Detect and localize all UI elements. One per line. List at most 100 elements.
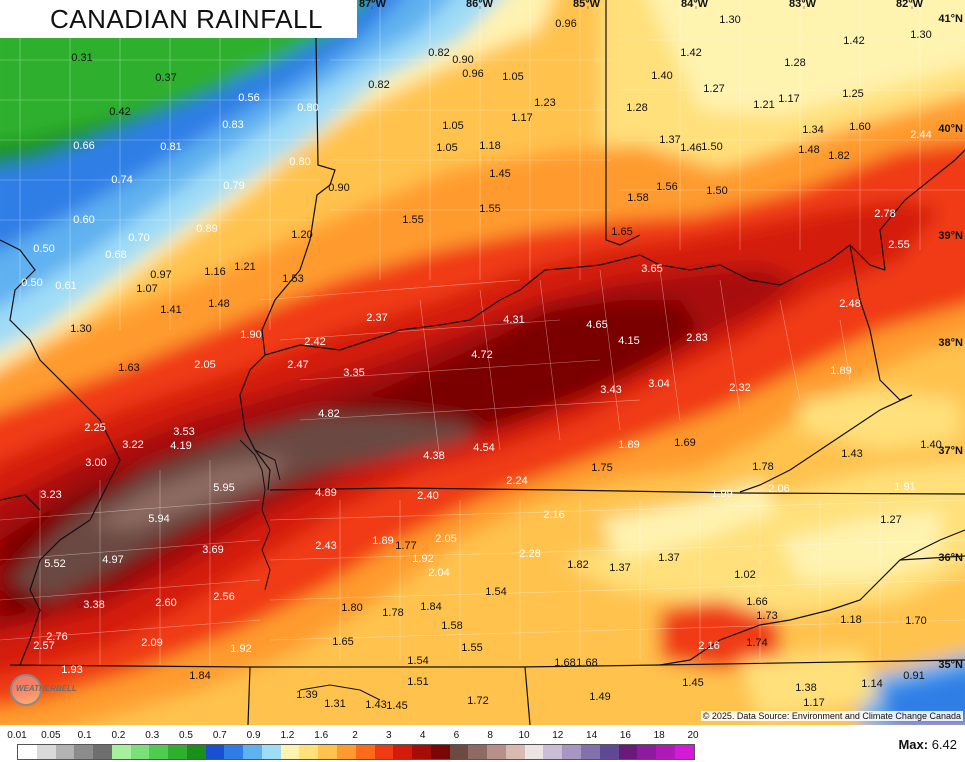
rainfall-value: 1.27 <box>880 514 901 526</box>
rainfall-value: 3.00 <box>85 457 106 469</box>
rainfall-value: 1.43 <box>841 448 862 460</box>
rainfall-value: 3.38 <box>83 599 104 611</box>
rainfall-value: 2.76 <box>46 631 67 643</box>
legend-swatch <box>93 745 112 759</box>
rainfall-value: 1.30 <box>910 29 931 41</box>
legend-colorbar <box>17 744 695 760</box>
lon-label-82w: 82°W <box>896 0 924 10</box>
rainfall-value: 1.58 <box>627 192 648 204</box>
rainfall-value: 1.02 <box>734 569 755 581</box>
rainfall-value: 4.54 <box>473 442 494 454</box>
rainfall-value: 1.55 <box>402 214 423 226</box>
rainfall-value: 1.48 <box>798 144 819 156</box>
rainfall-value: 1.56 <box>656 181 677 193</box>
rainfall-value: 1.46 <box>680 142 701 154</box>
rainfall-value: 1.38 <box>795 682 816 694</box>
rainfall-value: 0.81 <box>160 141 181 153</box>
legend-swatch <box>656 745 675 759</box>
rivers <box>239 439 381 701</box>
lat-label-36n: 36°N <box>938 552 963 564</box>
rainfall-value: 1.54 <box>407 655 428 667</box>
rainfall-value: 1.90 <box>240 329 261 341</box>
logo-ring-icon <box>10 674 42 706</box>
rainfall-value: 4.89 <box>315 487 336 499</box>
rainfall-value: 1.34 <box>802 124 823 136</box>
legend-swatch <box>18 745 37 759</box>
rainfall-value: 1.28 <box>784 57 805 69</box>
legend-tick: 0.1 <box>77 730 92 741</box>
legend-tick: 8 <box>487 730 493 741</box>
legend-tick: 4 <box>419 730 426 741</box>
rainfall-value: 2.09 <box>141 637 162 649</box>
legend-swatch <box>637 745 657 759</box>
rainfall-value: 2.40 <box>417 490 438 502</box>
rainfall-value: 1.99 <box>711 488 732 500</box>
rainfall-value: 1.31 <box>324 698 345 710</box>
lon-label-83w: 83°W <box>789 0 817 10</box>
rainfall-value: 2.25 <box>84 422 105 434</box>
rainfall-value: 0.89 <box>196 223 217 235</box>
rainfall-value: 3.53 <box>173 426 194 438</box>
rainfall-value: 3.69 <box>202 544 223 556</box>
rainfall-value: 0.79 <box>223 180 244 192</box>
legend-swatch <box>524 745 544 759</box>
rainfall-value: 2.32 <box>729 382 750 394</box>
max-readout: Max: 6.42 <box>898 737 957 752</box>
rainfall-value: 1.82 <box>567 559 588 571</box>
legend-tick: 6 <box>453 730 460 741</box>
rainfall-value: 0.97 <box>150 269 171 281</box>
rainfall-value: 1.45 <box>489 168 510 180</box>
rainfall-value: 1.65 <box>332 636 353 648</box>
rainfall-value: 2.16 <box>698 640 719 652</box>
rainfall-value: 2.16 <box>543 509 564 521</box>
legend-swatch <box>674 745 694 759</box>
legend-tick: 2 <box>352 730 358 741</box>
rainfall-value: 4.31 <box>503 314 524 326</box>
legend-tick: 16 <box>619 730 631 741</box>
rainfall-value: 1.14 <box>861 678 882 690</box>
lat-label-39n: 39°N <box>938 230 963 242</box>
legend-tick: 18 <box>653 730 665 741</box>
map-title: CANADIAN RAINFALL <box>0 0 357 38</box>
rainfall-value: 0.61 <box>55 280 76 292</box>
rainfall-value: 0.96 <box>462 68 483 80</box>
rainfall-value: 1.17 <box>511 112 532 124</box>
rainfall-value: 1.78 <box>752 461 773 473</box>
rainfall-value: 1.80 <box>341 602 362 614</box>
legend-swatch <box>205 745 225 759</box>
rainfall-value: 1.78 <box>382 607 403 619</box>
rainfall-value: 1.72 <box>467 695 488 707</box>
rainfall-value: 1.05 <box>436 142 457 154</box>
rainfall-value: 1.50 <box>701 141 722 153</box>
rainfall-value: 1.45 <box>386 700 407 712</box>
rainfall-value: 0.42 <box>109 106 130 118</box>
rainfall-value: 4.38 <box>423 450 444 462</box>
rainfall-value: 1.73 <box>756 610 777 622</box>
rainfall-value: 0.82 <box>428 47 449 59</box>
rainfall-value: 2.57 <box>33 640 54 652</box>
legend-tick: 0.5 <box>179 730 193 741</box>
rainfall-value: 3.23 <box>40 489 61 501</box>
lat-label-41n: 41°N <box>938 13 963 25</box>
legend-tick: 0.7 <box>212 730 227 741</box>
legend-swatch <box>543 745 563 759</box>
rainfall-map: 0.31 0.37 0.42 0.56 0.66 0.81 0.83 0.74 0.79 0.60… <box>0 0 965 725</box>
rainfall-value: 1.60 <box>849 121 870 133</box>
rainfall-value: 1.48 <box>208 298 229 310</box>
rainfall-value: 1.39 <box>296 689 317 701</box>
rainfall-value: 1.51 <box>407 676 428 688</box>
legend-swatch <box>168 745 187 759</box>
legend-swatch <box>505 745 525 759</box>
rainfall-value: 1.74 <box>746 637 767 649</box>
lat-label-38n: 38°N <box>938 337 963 349</box>
rainfall-value: 1.30 <box>70 323 91 335</box>
rainfall-value: 1.45 <box>682 677 703 689</box>
rainfall-value: 1.18 <box>479 140 500 152</box>
rainfall-value: 1.20 <box>291 229 312 241</box>
rainfall-value: 1.17 <box>803 697 824 709</box>
rainfall-value: 1.28 <box>626 102 647 114</box>
rainfall-value: 1.93 <box>61 664 82 676</box>
rainfall-value: 5.52 <box>44 558 65 570</box>
rainfall-value: 1.30 <box>719 14 740 26</box>
rainfall-value: 2.04 <box>428 567 449 579</box>
